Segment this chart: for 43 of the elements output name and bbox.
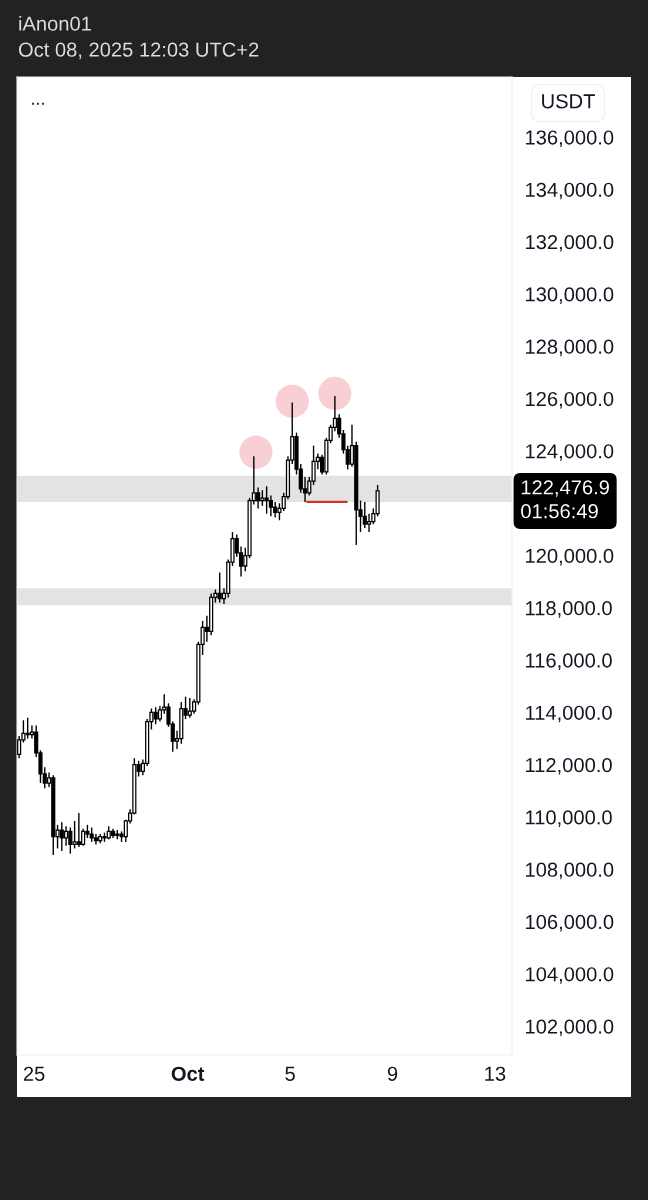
candlestick [72, 820, 77, 850]
x-tick-label: 5 [285, 1066, 295, 1081]
candlestick [362, 501, 367, 529]
annotation: ... [32, 102, 44, 105]
candlestick [187, 697, 192, 719]
y-tick-label: 114,000.0 [526, 705, 612, 723]
y-tick-label: 136,000.0 [526, 130, 614, 148]
candlestick [256, 486, 261, 510]
y-tick-label: 120,000.0 [526, 548, 614, 566]
point [275, 384, 309, 418]
text: 122,476.9 01:56:49 [521, 480, 609, 519]
x-tick-label: 13 [485, 1066, 506, 1081]
chart-title: iAnon01 [19, 16, 91, 31]
y-tick-label: 106,000.0 [526, 914, 614, 932]
x-tick-label: Oct [171, 1066, 205, 1081]
y-axis-title: USDT [542, 94, 595, 109]
y-tick-label: 102,000.0 [526, 1019, 614, 1037]
y-tick-label: 118,000.0 [526, 601, 612, 618]
y-tick-label: 132,000.0 [526, 234, 614, 252]
y-tick-label: 108,000.0 [526, 862, 614, 880]
y-tick-label: 110,000.0 [526, 810, 612, 827]
point [239, 435, 273, 469]
candlestick [268, 494, 273, 518]
candlestick [366, 513, 372, 533]
y-tick-label: 130,000.0 [526, 287, 614, 304]
candlestick [63, 825, 69, 847]
chart-subtitle: Oct 08, 2025 12:03 UTC+2 [18, 42, 259, 60]
y-tick-label: 126,000.0 [526, 391, 614, 409]
candlestick [76, 812, 81, 848]
x-tick-label: 9 [387, 1066, 398, 1081]
point [318, 376, 352, 410]
candlestick [59, 821, 64, 852]
y-tick-label: 116,000.0 [526, 653, 612, 671]
y-tick-label: 112,000.0 [526, 757, 612, 775]
candlestick [264, 485, 269, 515]
candlestick [17, 735, 22, 759]
y-tick-label: 134,000.0 [526, 182, 614, 200]
y-tick-label: 124,000.0 [526, 444, 614, 461]
y-tick-label: 128,000.0 [526, 339, 614, 357]
x-tick-label: 25 [23, 1066, 45, 1081]
candlestick [217, 571, 222, 604]
y-tick-label: 104,000.0 [526, 967, 614, 984]
candlestick [68, 826, 73, 855]
